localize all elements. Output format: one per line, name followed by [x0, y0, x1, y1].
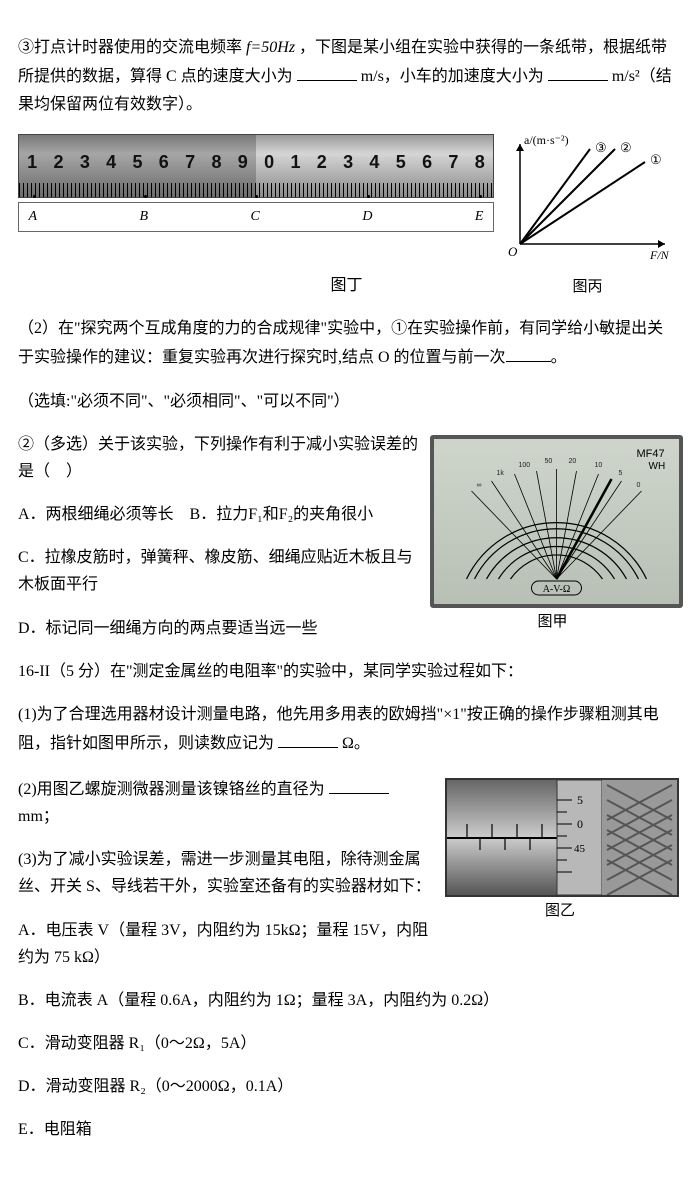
- p2-lead: （2）在"探究两个互成角度的力的合成规律"实验中，①在实验操作前，有同学给小敏提…: [18, 315, 675, 372]
- svg-text:a/(m·s⁻²): a/(m·s⁻²): [524, 134, 569, 147]
- blank-speed[interactable]: [297, 61, 357, 81]
- p16-lead: 16-II（5 分）在"测定金属丝的电阻率"的实验中，某同学实验过程如下：: [18, 658, 675, 685]
- p16-optA: A．电压表 V（量程 3V，内阻约为 15kΩ；量程 15V，内阻约为 75 k…: [18, 917, 675, 971]
- svg-text:5: 5: [577, 793, 583, 807]
- ruler-image: 123456789012345678: [18, 134, 494, 198]
- p16-s1: (1)为了合理选用器材设计测量电路，他先用多用表的欧姆挡"×1"按正确的操作步骤…: [18, 701, 675, 758]
- svg-text:0: 0: [637, 482, 641, 489]
- svg-text:10: 10: [595, 462, 603, 469]
- svg-text:A-V-Ω: A-V-Ω: [543, 584, 571, 595]
- blank-ohm[interactable]: [278, 728, 338, 748]
- q3-u1: m/s，小车的加速度大小为: [361, 68, 544, 85]
- svg-text:①: ①: [650, 152, 662, 167]
- svg-text:45: 45: [574, 843, 586, 855]
- micrometer-image: 5 0 45: [445, 778, 679, 897]
- svg-text:50: 50: [545, 458, 553, 465]
- svg-text:②: ②: [620, 140, 632, 155]
- caption-jia: 图甲: [430, 610, 675, 636]
- svg-text:5: 5: [619, 470, 623, 477]
- svg-text:∞: ∞: [477, 482, 482, 489]
- p16-optB: B．电流表 A（量程 0.6A，内阻约为 1Ω；量程 3A，内阻约为 0.2Ω）: [18, 987, 675, 1014]
- svg-text:F/N: F/N: [649, 248, 670, 262]
- graph-bing: ③ ② ① a/(m·s⁻²) F/N O 图丙: [500, 134, 675, 264]
- blank-mm[interactable]: [329, 774, 389, 794]
- p16-optE: E．电阻箱: [18, 1116, 675, 1143]
- svg-text:O: O: [508, 244, 518, 259]
- svg-text:1k: 1k: [497, 470, 505, 477]
- p16-optD: D．滑动变阻器 R₂（0～2000Ω，0.1A）: [18, 1073, 675, 1100]
- caption-yi: 图乙: [445, 899, 675, 925]
- paper-tape: ABCDE: [18, 202, 494, 232]
- q3-a: ③打点计时器使用的交流电频率: [18, 39, 242, 56]
- svg-text:③: ③: [595, 140, 607, 155]
- svg-text:20: 20: [569, 458, 577, 465]
- caption-bing: 图丙: [500, 275, 675, 301]
- svg-text:MF47: MF47: [637, 448, 665, 460]
- q3-freq: f=50Hz: [246, 39, 295, 56]
- blank-accel[interactable]: [548, 61, 608, 81]
- svg-text:WH: WH: [649, 461, 666, 472]
- p16-optC: C．滑动变阻器 R₁（0～2Ω，5A）: [18, 1030, 675, 1057]
- ruler-numbers: 123456789012345678: [19, 147, 493, 178]
- blank-o-pos[interactable]: [506, 342, 551, 362]
- svg-text:100: 100: [519, 462, 531, 469]
- multimeter-image: MF47 WH A-V-Ω ∞1k100: [430, 435, 683, 608]
- q3-text: ③打点计时器使用的交流电频率 f=50Hz ，下图是某小组在实验中获得的一条纸带…: [18, 34, 675, 118]
- p2-hint: （选填:"必须不同"、"必须相同"、"可以不同"）: [18, 388, 675, 415]
- svg-text:0: 0: [577, 817, 583, 831]
